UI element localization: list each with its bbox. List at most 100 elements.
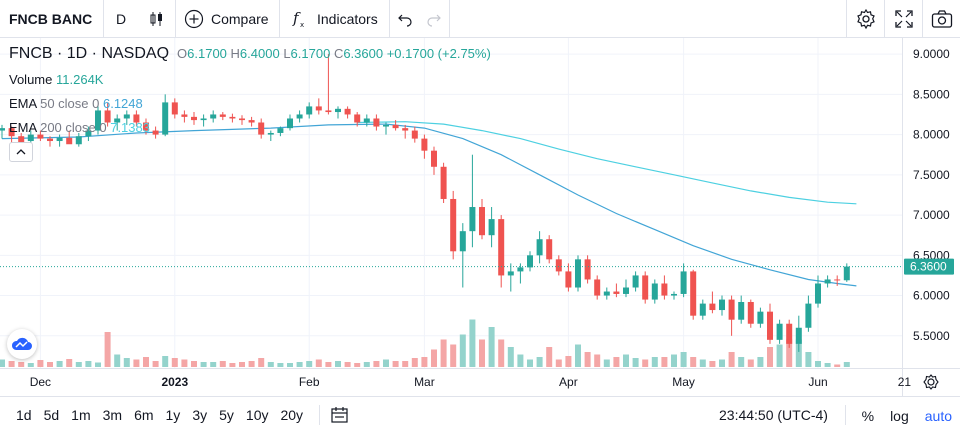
fullscreen-button[interactable] [884, 0, 922, 38]
candle-body [603, 291, 610, 296]
volume-bar [575, 344, 581, 367]
volume-bar [747, 359, 754, 367]
ema200-params: 200 close 0 [40, 120, 107, 135]
range-button-1d[interactable]: 1d [16, 407, 32, 423]
candle-body [517, 267, 524, 272]
candle-body [786, 323, 793, 344]
candle-body [152, 130, 159, 135]
price-axis [902, 38, 960, 368]
range-button-1m[interactable]: 1m [71, 407, 91, 423]
volume-bar [623, 354, 629, 367]
axis-settings-icon[interactable] [923, 374, 939, 390]
candle-body [27, 134, 34, 142]
ema50-legend[interactable]: EMA 50 close 0 6.1248 [9, 96, 143, 111]
range-buttons: 1d 5d 1m 3m 6m 1y 3y 5y 10y 20y [0, 407, 309, 423]
log-scale-toggle[interactable]: log [890, 407, 909, 424]
candle-body [584, 259, 591, 280]
volume-bar [27, 363, 34, 367]
volume-bar [383, 359, 389, 367]
range-button-10y[interactable]: 10y [245, 407, 269, 423]
volume-label: Volume [9, 72, 53, 87]
candle-body [411, 130, 418, 139]
candle-body [728, 299, 735, 320]
auto-scale-toggle[interactable]: auto [924, 407, 952, 424]
camera-icon [931, 10, 952, 28]
indicators-button[interactable]: f x Indicators [280, 0, 390, 38]
interval-button[interactable]: D [115, 10, 127, 27]
volume-bar [450, 344, 457, 367]
percent-scale-toggle[interactable]: % [861, 407, 875, 424]
candle-body [373, 118, 380, 127]
price-tick-label: 7.0000 [913, 208, 950, 222]
candle-body [632, 275, 639, 288]
collapse-legend-button[interactable] [9, 142, 33, 162]
range-button-20y[interactable]: 20y [280, 407, 304, 423]
range-button-5d[interactable]: 5d [43, 407, 60, 423]
range-button-3m[interactable]: 3m [102, 407, 123, 423]
time-tick-label: Jun [808, 375, 827, 389]
chart-type-button[interactable] [138, 0, 176, 38]
volume-bar [421, 357, 428, 367]
volume-bar [181, 359, 188, 367]
volume-legend[interactable]: Volume 11.264K [9, 72, 103, 87]
screenshot-button[interactable] [922, 0, 960, 38]
ema200-legend[interactable]: EMA 200 close 0 7.1383 [9, 120, 150, 135]
candle-body [8, 128, 15, 137]
volume-bar [805, 352, 812, 367]
volume-bar [47, 362, 53, 367]
candle-body [651, 283, 658, 300]
candle-body [363, 118, 370, 123]
volume-bar [459, 334, 466, 367]
settings-button[interactable] [846, 0, 884, 38]
time-tick-label: Dec [30, 375, 51, 389]
high-label: H [230, 46, 240, 61]
volume-bar [392, 361, 399, 367]
volume-value: 11.264K [56, 72, 104, 87]
date-range-icon[interactable] [330, 406, 350, 424]
candle-body [431, 150, 437, 167]
candle-body [210, 114, 217, 119]
tradingview-logo[interactable] [7, 329, 37, 359]
candle-body [671, 293, 677, 296]
indicators-label: Indicators [317, 10, 378, 27]
svg-text:x: x [300, 21, 304, 29]
volume-bar [642, 359, 649, 367]
range-button-3y[interactable]: 3y [192, 407, 208, 423]
volume-bar [517, 354, 524, 367]
candle-body [75, 136, 82, 145]
ema50-label: EMA [9, 96, 37, 111]
candle-body [555, 259, 562, 272]
range-button-6m[interactable]: 6m [134, 407, 154, 423]
candle-body [594, 279, 601, 296]
volume-bar [287, 363, 293, 367]
range-button-1y[interactable]: 1y [165, 407, 181, 423]
candlestick-icon [150, 11, 162, 26]
volume-bar [325, 362, 332, 367]
compare-button[interactable]: Compare [176, 0, 280, 38]
volume-bar [709, 361, 716, 367]
volume-bar [75, 362, 82, 367]
legend-header: FNCB · 1D · NASDAQ O6.1700 H6.4000 L6.17… [9, 45, 491, 63]
volume-bar [114, 354, 121, 367]
candle-body [767, 311, 773, 340]
last-price-label: 6.3600 [910, 260, 947, 274]
ema50-params: 50 close 0 [40, 96, 100, 111]
candle-body [344, 108, 351, 115]
volume-bar [632, 358, 639, 367]
symbol-search-button[interactable]: FNCB BANC [0, 0, 104, 38]
candle-body [719, 299, 725, 311]
volume-bar [191, 361, 197, 367]
clock-time[interactable]: 23:44:50 (UTC-4) [719, 407, 828, 423]
price-chart[interactable]: 9.00008.50008.00007.50007.00006.50006.00… [0, 38, 960, 396]
function-icon: f x [292, 9, 304, 29]
candle-body [181, 114, 188, 117]
range-button-5y[interactable]: 5y [219, 407, 234, 423]
ohlc-values: O6.1700 H6.4000 L6.1700 C6.3600 +0.1700 … [177, 46, 491, 61]
volume-bar [373, 361, 380, 367]
gear-icon-outer [923, 374, 939, 390]
volume-bar [815, 361, 821, 367]
candle-body [306, 106, 313, 115]
candle-body [757, 311, 764, 324]
undo-icon[interactable] [397, 11, 413, 27]
redo-icon[interactable] [426, 11, 442, 27]
